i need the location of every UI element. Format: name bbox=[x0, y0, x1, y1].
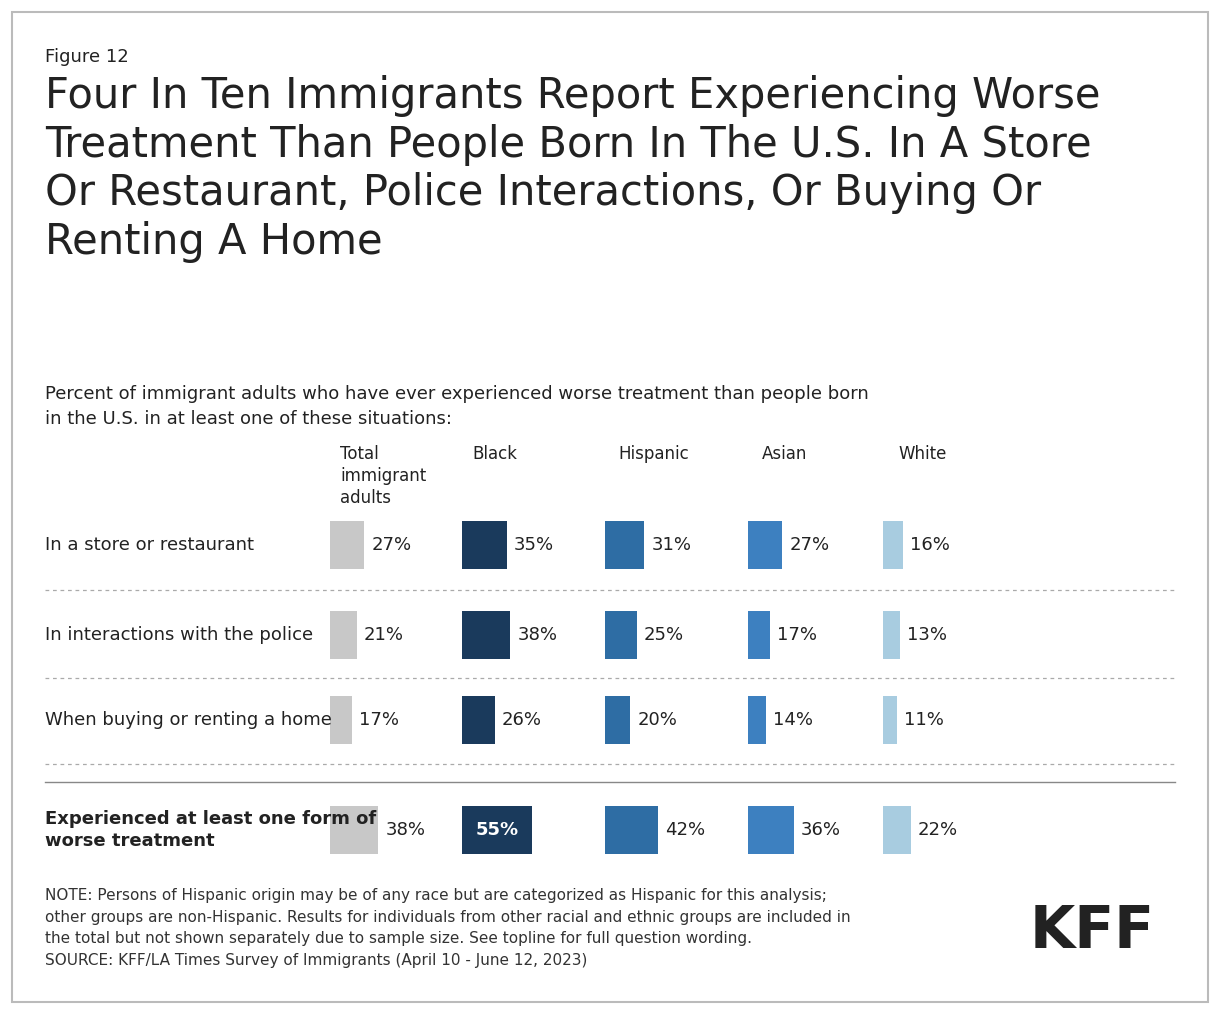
Text: 21%: 21% bbox=[364, 626, 404, 644]
Text: Four In Ten Immigrants Report Experiencing Worse
Treatment Than People Born In T: Four In Ten Immigrants Report Experienci… bbox=[45, 75, 1100, 263]
Text: NOTE: Persons of Hispanic origin may be of any race but are categorized as Hispa: NOTE: Persons of Hispanic origin may be … bbox=[45, 888, 850, 967]
Text: Total
immigrant
adults: Total immigrant adults bbox=[340, 445, 426, 507]
Bar bbox=[329, 806, 378, 854]
Bar bbox=[329, 611, 356, 659]
Text: 35%: 35% bbox=[514, 536, 554, 554]
Text: Percent of immigrant adults who have ever experienced worse treatment than peopl: Percent of immigrant adults who have eve… bbox=[45, 385, 869, 428]
Text: 11%: 11% bbox=[904, 711, 944, 729]
Text: 42%: 42% bbox=[665, 821, 705, 839]
Text: 16%: 16% bbox=[910, 536, 950, 554]
Text: In interactions with the police: In interactions with the police bbox=[45, 626, 314, 644]
Text: 38%: 38% bbox=[386, 821, 426, 839]
Text: KFF: KFF bbox=[1030, 903, 1155, 960]
Bar bbox=[462, 521, 506, 569]
Text: 38%: 38% bbox=[517, 626, 558, 644]
Bar bbox=[462, 806, 532, 854]
Bar bbox=[605, 806, 659, 854]
Bar bbox=[605, 521, 644, 569]
Text: Hispanic: Hispanic bbox=[619, 445, 689, 463]
Bar bbox=[748, 611, 770, 659]
Bar bbox=[329, 521, 365, 569]
Text: 27%: 27% bbox=[371, 536, 411, 554]
Bar bbox=[748, 696, 766, 744]
Text: 26%: 26% bbox=[503, 711, 542, 729]
Text: 13%: 13% bbox=[906, 626, 947, 644]
Bar bbox=[329, 696, 351, 744]
Bar bbox=[883, 521, 903, 569]
Bar bbox=[605, 696, 631, 744]
Text: When buying or renting a home: When buying or renting a home bbox=[45, 711, 332, 729]
Text: 55%: 55% bbox=[476, 821, 518, 839]
Bar bbox=[605, 611, 637, 659]
Text: 36%: 36% bbox=[800, 821, 841, 839]
Text: Experienced at least one form of
worse treatment: Experienced at least one form of worse t… bbox=[45, 810, 376, 850]
Text: 17%: 17% bbox=[359, 711, 399, 729]
Text: White: White bbox=[898, 445, 947, 463]
Text: 27%: 27% bbox=[789, 536, 830, 554]
Text: Black: Black bbox=[472, 445, 517, 463]
Text: 22%: 22% bbox=[917, 821, 958, 839]
Text: 14%: 14% bbox=[772, 711, 813, 729]
Bar bbox=[883, 806, 911, 854]
Bar bbox=[883, 611, 899, 659]
Text: Asian: Asian bbox=[762, 445, 808, 463]
Text: 20%: 20% bbox=[638, 711, 677, 729]
Text: 31%: 31% bbox=[651, 536, 692, 554]
Bar bbox=[748, 521, 782, 569]
Bar bbox=[748, 806, 794, 854]
Bar bbox=[462, 611, 510, 659]
Bar bbox=[883, 696, 897, 744]
Bar bbox=[462, 696, 495, 744]
Text: 17%: 17% bbox=[777, 626, 816, 644]
Text: In a store or restaurant: In a store or restaurant bbox=[45, 536, 254, 554]
Text: Figure 12: Figure 12 bbox=[45, 48, 129, 66]
Text: 25%: 25% bbox=[644, 626, 684, 644]
